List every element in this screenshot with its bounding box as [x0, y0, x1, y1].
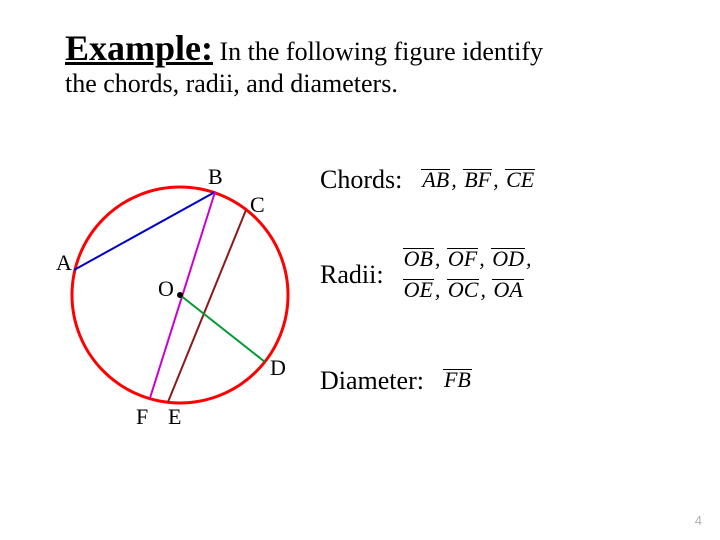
- answers-block: Chords: AB, BF, CE Radii: OB, OF, OD, OE…: [320, 165, 700, 444]
- radii-row: Radii: OB, OF, OD, OE, OC, OA: [320, 244, 700, 306]
- radii-label: Radii:: [320, 260, 384, 290]
- diameter-value: FB: [442, 365, 473, 396]
- label-F: F: [136, 404, 148, 430]
- label-A: A: [56, 250, 72, 276]
- label-O: O: [158, 276, 174, 302]
- chords-value: AB, BF, CE: [420, 165, 536, 196]
- title-rest-1: In the following figure identify: [213, 37, 543, 66]
- label-C: C: [250, 192, 265, 218]
- radii-value: OB, OF, OD, OE, OC, OA: [402, 244, 532, 306]
- title-rest-2: the chords, radii, and diameters.: [65, 69, 398, 98]
- label-B: B: [208, 164, 223, 190]
- chords-label: Chords:: [320, 165, 402, 195]
- diameter-row: Diameter: FB: [320, 365, 700, 396]
- diameter-label: Diameter:: [320, 366, 424, 396]
- circle-diagram: A B C D E F O: [50, 140, 310, 460]
- example-title: Example: In the following figure identif…: [65, 28, 665, 99]
- page-number: 4: [695, 513, 702, 528]
- label-D: D: [270, 355, 286, 381]
- chords-row: Chords: AB, BF, CE: [320, 165, 700, 196]
- title-heading: Example:: [65, 28, 213, 68]
- label-E: E: [168, 404, 181, 430]
